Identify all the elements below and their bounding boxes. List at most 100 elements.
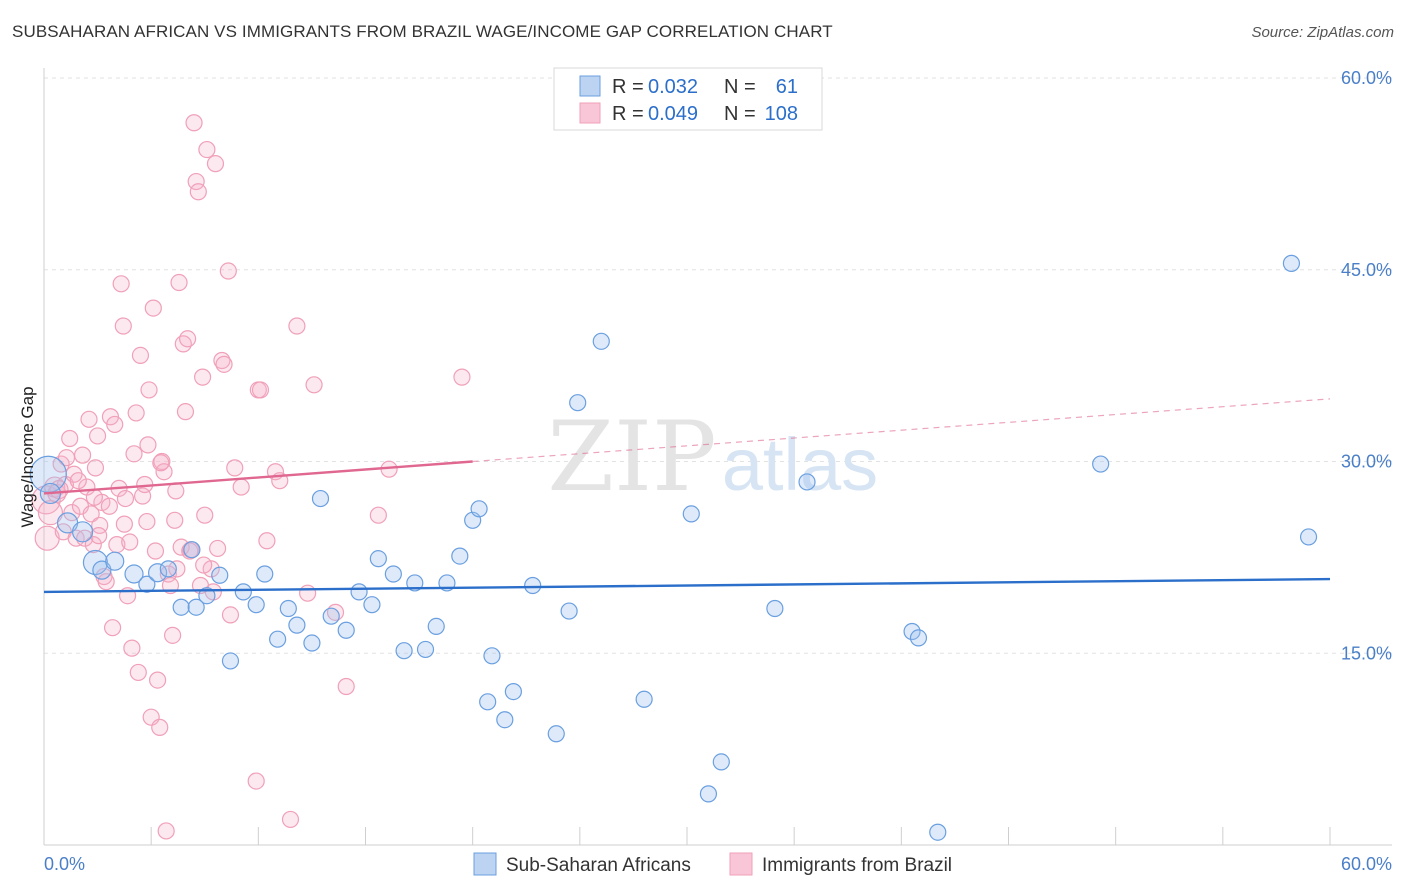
point-brazil [187, 172, 205, 191]
point-brazil [125, 445, 143, 463]
point-brazil [127, 404, 145, 422]
legend-n-value-1: 61 [776, 76, 798, 98]
legend-n-label-2: N = [724, 103, 756, 125]
point-brazil [369, 506, 387, 524]
point-sub-saharan [712, 753, 730, 771]
point-sub-saharan [635, 690, 653, 708]
point-sub-saharan [211, 566, 229, 584]
point-brazil [140, 381, 158, 399]
x-tick-label-max: 60.0% [1341, 854, 1392, 874]
y-tick-label: 45.0% [1341, 260, 1392, 280]
point-sub-saharan [288, 616, 306, 634]
point-sub-saharan [147, 563, 168, 583]
point-brazil [115, 515, 133, 533]
point-sub-saharan [363, 596, 381, 614]
y-tick-label: 30.0% [1341, 452, 1392, 472]
point-brazil [166, 511, 184, 529]
point-brazil [86, 459, 105, 477]
point-brazil [153, 452, 171, 471]
point-brazil [164, 626, 182, 644]
point-sub-saharan [903, 622, 921, 641]
point-sub-saharan [1299, 528, 1318, 546]
point-brazil [170, 273, 188, 292]
point-sub-saharan [71, 521, 94, 543]
point-sub-saharan [699, 785, 718, 803]
point-brazil [167, 482, 185, 500]
point-brazil [90, 527, 108, 545]
point-brazil [172, 538, 190, 556]
point-sub-saharan [416, 640, 435, 659]
bottom-legend-label-blue: Sub-Saharan Africans [506, 855, 691, 876]
legend-r-value-1: 0.032 [648, 76, 698, 98]
point-brazil [61, 429, 79, 448]
point-brazil [179, 330, 197, 348]
watermark: ZIP atlas [547, 401, 878, 513]
stats-legend: R = 0.032 N = 61 R = 0.049 N = 108 [553, 67, 823, 131]
point-sub-saharan [766, 599, 784, 618]
point-brazil [281, 810, 300, 829]
point-brazil [185, 114, 203, 132]
point-brazil [123, 639, 141, 657]
point-sub-saharan [159, 560, 177, 578]
point-brazil [258, 532, 276, 550]
point-sub-saharan [311, 489, 330, 508]
point-brazil [152, 454, 170, 472]
point-sub-saharan [1282, 254, 1301, 272]
point-sub-saharan [909, 629, 928, 647]
legend-swatch-pink [579, 102, 601, 124]
point-sub-saharan [138, 575, 156, 593]
bottom-legend-label-pink: Immigrants from Brazil [762, 855, 952, 876]
trend-line-brazil [43, 460, 473, 495]
point-brazil [114, 317, 132, 335]
point-sub-saharan [187, 598, 205, 616]
series-sub-saharan-africans [29, 254, 1318, 841]
point-brazil [221, 606, 240, 624]
point-brazil [69, 472, 87, 490]
point-brazil [116, 489, 135, 508]
point-sub-saharan [427, 617, 445, 636]
point-brazil [305, 376, 323, 394]
x-ticks [43, 827, 1331, 845]
point-sub-saharan [406, 574, 424, 592]
point-sub-saharan [322, 607, 340, 625]
point-brazil [299, 584, 317, 602]
point-brazil [129, 663, 147, 682]
point-brazil [37, 500, 64, 526]
point-brazil [139, 436, 157, 454]
point-brazil [198, 140, 216, 159]
point-brazil [97, 573, 115, 591]
point-sub-saharan [451, 547, 469, 565]
trend-line-sub-saharan [43, 577, 1331, 594]
point-sub-saharan [798, 473, 816, 491]
point-brazil [144, 299, 162, 317]
watermark-atlas: atlas [722, 423, 878, 506]
point-sub-saharan [350, 583, 368, 601]
point-sub-saharan [384, 565, 402, 583]
point-brazil [151, 718, 169, 736]
point-sub-saharan [198, 587, 216, 605]
point-sub-saharan [279, 599, 297, 618]
point-brazil [251, 381, 270, 399]
point-sub-saharan [547, 725, 565, 743]
point-brazil [85, 488, 103, 506]
point-sub-saharan [470, 500, 488, 518]
point-sub-saharan [303, 634, 321, 652]
point-brazil [148, 671, 167, 689]
point-sub-saharan [483, 647, 501, 665]
point-sub-saharan [569, 394, 587, 412]
point-sub-saharan [269, 630, 287, 648]
point-brazil [157, 822, 175, 840]
point-sub-saharan [395, 642, 413, 660]
trend-line-brazil-extrapolated [472, 398, 1331, 463]
series-immigrants-from-brazil [31, 114, 471, 840]
point-sub-saharan [183, 541, 201, 559]
point-sub-saharan [524, 576, 542, 595]
point-brazil [206, 155, 225, 173]
point-brazil [453, 368, 471, 386]
point-brazil [247, 772, 265, 790]
axes [43, 68, 1392, 846]
legend-swatch-blue [579, 75, 601, 97]
point-brazil [194, 368, 212, 386]
gridlines [44, 77, 1392, 654]
